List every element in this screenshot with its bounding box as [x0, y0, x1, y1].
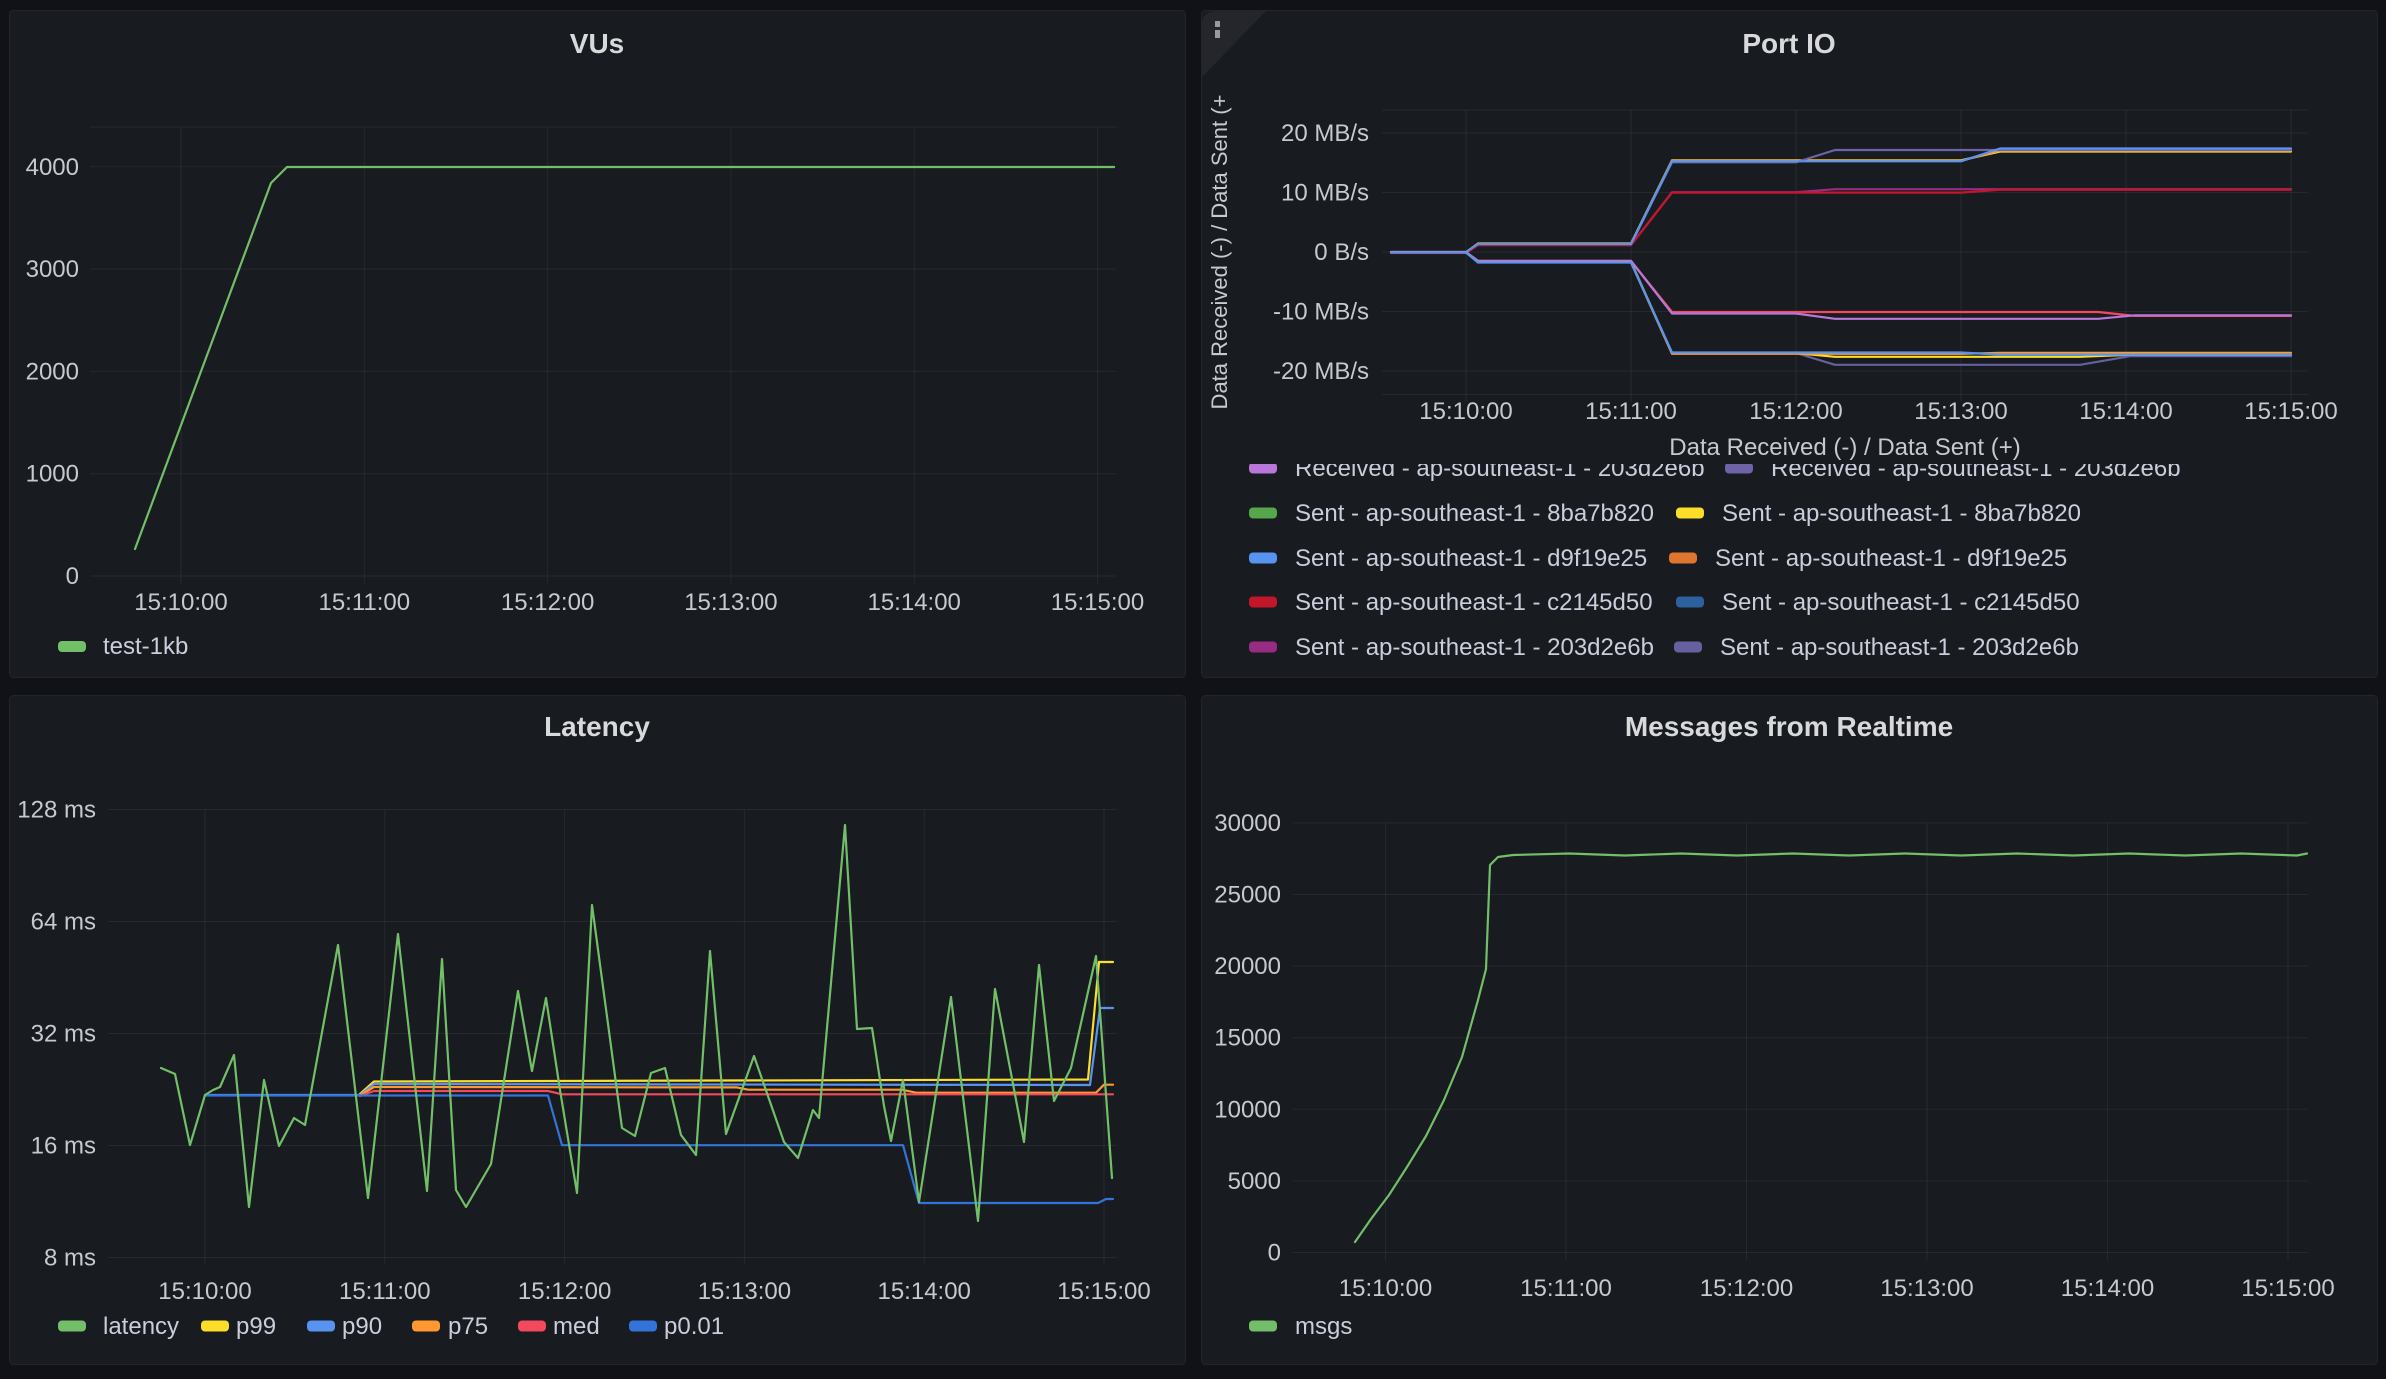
svg-text:Received - ap-southeast-1 - 20: Received - ap-southeast-1 - 203d2e6b: [1771, 455, 2181, 482]
svg-text:3000: 3000: [26, 256, 79, 283]
svg-text:32 ms: 32 ms: [31, 1021, 96, 1048]
svg-text:Sent - ap-southeast-1 - 203d2e: Sent - ap-southeast-1 - 203d2e6b: [1295, 634, 1654, 661]
svg-text:64 ms: 64 ms: [31, 909, 96, 936]
svg-text:p99: p99: [236, 1313, 276, 1340]
svg-text:15:10:00: 15:10:00: [158, 1278, 251, 1305]
svg-text:2000: 2000: [26, 358, 79, 385]
svg-text:-20 MB/s: -20 MB/s: [1273, 358, 1369, 385]
svg-text:15:10:00: 15:10:00: [1419, 398, 1512, 425]
svg-text:0 B/s: 0 B/s: [1314, 239, 1369, 266]
svg-text:5000: 5000: [1228, 1168, 1281, 1195]
svg-text:med: med: [553, 1313, 600, 1340]
svg-text:p75: p75: [448, 1313, 488, 1340]
svg-text:-10 MB/s: -10 MB/s: [1273, 299, 1369, 326]
svg-text:Sent - ap-southeast-1 - c2145d: Sent - ap-southeast-1 - c2145d50: [1295, 589, 1653, 616]
svg-text:15:10:00: 15:10:00: [1339, 1275, 1432, 1302]
svg-text:8 ms: 8 ms: [44, 1245, 96, 1272]
svg-text:15:15:00: 15:15:00: [1057, 1278, 1150, 1305]
svg-text:15:11:00: 15:11:00: [318, 589, 410, 616]
svg-text:30000: 30000: [1214, 810, 1281, 837]
svg-text:p90: p90: [342, 1313, 382, 1340]
svg-text:15:12:00: 15:12:00: [1700, 1275, 1793, 1302]
svg-text:Sent - ap-southeast-1 - 203d2e: Sent - ap-southeast-1 - 203d2e6b: [1720, 634, 2079, 661]
svg-text:20 MB/s: 20 MB/s: [1281, 120, 1369, 147]
svg-text:p0.01: p0.01: [664, 1313, 724, 1340]
svg-text:15:11:00: 15:11:00: [1585, 398, 1677, 425]
svg-text:Received - ap-southeast-1 - 20: Received - ap-southeast-1 - 203d2e6b: [1295, 455, 1705, 482]
svg-text:15:15:00: 15:15:00: [2244, 398, 2337, 425]
svg-text:Port IO: Port IO: [1742, 28, 1835, 59]
svg-text:25000: 25000: [1214, 882, 1281, 909]
svg-text:15:11:00: 15:11:00: [1520, 1275, 1612, 1302]
svg-text:20000: 20000: [1214, 953, 1281, 980]
svg-text:15:13:00: 15:13:00: [684, 589, 777, 616]
svg-text:Sent - ap-southeast-1 - d9f19e: Sent - ap-southeast-1 - d9f19e25: [1715, 545, 2067, 572]
svg-text:Messages from Realtime: Messages from Realtime: [1625, 711, 1953, 742]
svg-text:15:14:00: 15:14:00: [867, 589, 960, 616]
svg-text:15:12:00: 15:12:00: [518, 1278, 611, 1305]
svg-text:15000: 15000: [1214, 1025, 1281, 1052]
svg-text:128 ms: 128 ms: [17, 797, 96, 824]
svg-text:VUs: VUs: [570, 28, 624, 59]
svg-text:16 ms: 16 ms: [31, 1133, 96, 1160]
svg-text:15:14:00: 15:14:00: [2079, 398, 2172, 425]
svg-text:Sent - ap-southeast-1 - 8ba7b8: Sent - ap-southeast-1 - 8ba7b820: [1295, 500, 1654, 527]
svg-text:Sent - ap-southeast-1 - 8ba7b8: Sent - ap-southeast-1 - 8ba7b820: [1722, 500, 2081, 527]
svg-text:10 MB/s: 10 MB/s: [1281, 180, 1369, 207]
svg-text:10000: 10000: [1214, 1096, 1281, 1123]
svg-text:Data Received (-) / Data Sent: Data Received (-) / Data Sent (+: [1207, 95, 1232, 410]
svg-text:15:13:00: 15:13:00: [1914, 398, 2007, 425]
svg-text:Data Received (-) / Data Sent: Data Received (-) / Data Sent (+): [1669, 434, 2020, 461]
svg-text:15:12:00: 15:12:00: [501, 589, 594, 616]
svg-text:15:11:00: 15:11:00: [339, 1278, 431, 1305]
svg-text:15:13:00: 15:13:00: [698, 1278, 791, 1305]
svg-text:15:12:00: 15:12:00: [1749, 398, 1842, 425]
svg-text:0: 0: [66, 563, 79, 590]
svg-text:latency: latency: [103, 1313, 179, 1340]
svg-text:15:15:00: 15:15:00: [1051, 589, 1144, 616]
svg-text:4000: 4000: [26, 154, 79, 181]
svg-text:Latency: Latency: [544, 711, 650, 742]
svg-text:15:14:00: 15:14:00: [2061, 1275, 2154, 1302]
svg-text:15:10:00: 15:10:00: [134, 589, 227, 616]
svg-text:1000: 1000: [26, 461, 79, 488]
svg-text:Sent - ap-southeast-1 - d9f19e: Sent - ap-southeast-1 - d9f19e25: [1295, 545, 1647, 572]
svg-text:Sent - ap-southeast-1 - c2145d: Sent - ap-southeast-1 - c2145d50: [1722, 589, 2080, 616]
svg-text:15:15:00: 15:15:00: [2241, 1275, 2334, 1302]
svg-text:msgs: msgs: [1295, 1313, 1352, 1340]
svg-text:15:14:00: 15:14:00: [877, 1278, 970, 1305]
svg-text:0: 0: [1268, 1240, 1281, 1267]
svg-text:test-1kb: test-1kb: [103, 633, 188, 660]
svg-text:15:13:00: 15:13:00: [1880, 1275, 1973, 1302]
